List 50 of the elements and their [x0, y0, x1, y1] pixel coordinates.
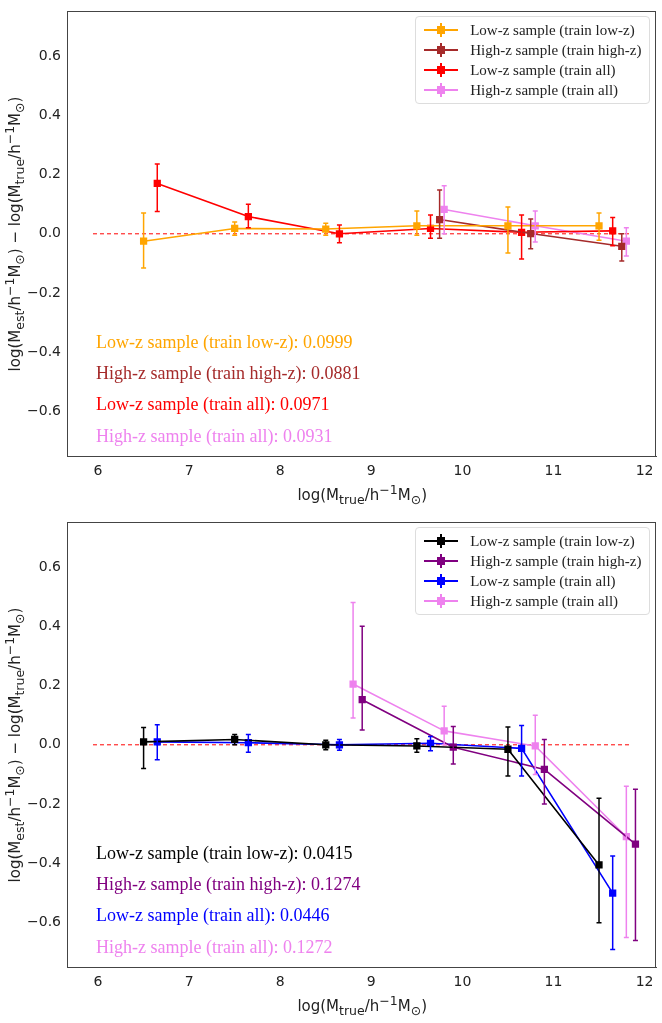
- legend-label: High-z sample (train high-z): [470, 552, 642, 570]
- point: [595, 861, 603, 869]
- x-tick-label: 6: [93, 462, 103, 479]
- annotation: Low-z sample (train low-z): 0.0415: [96, 842, 353, 864]
- point: [531, 742, 539, 750]
- y-tick-label: −0.6: [27, 913, 62, 930]
- annotation: High-z sample (train all): 0.0931: [96, 425, 333, 447]
- x-tick-label: 8: [275, 462, 285, 479]
- x-axis-title: log(M$_{true}$/h$^{−1}$M$_{⊙}$): [297, 482, 427, 507]
- y-tick-label: 0.4: [38, 105, 62, 122]
- y-tick-label: 0.2: [38, 165, 61, 182]
- y-tick-label: 0.0: [38, 735, 61, 752]
- y-tick-label: 0.6: [38, 46, 62, 63]
- y-tick-label: −0.2: [27, 794, 61, 811]
- x-tick-label: 9: [366, 462, 376, 479]
- legend-label: Low-z sample (train all): [470, 572, 616, 590]
- x-axis-title: log(M$_{true}$/h$^{−1}$M$_{⊙}$): [297, 993, 427, 1018]
- legend-label: High-z sample (train all): [470, 81, 619, 99]
- annotation: Low-z sample (train all): 0.0446: [96, 905, 330, 927]
- x-tick-label: 10: [453, 973, 472, 990]
- y-tick-label: 0.4: [38, 616, 62, 633]
- x-tick-label: 7: [184, 973, 194, 990]
- x-tick-label: 10: [453, 462, 472, 479]
- x-tick-label: 7: [184, 462, 194, 479]
- x-tick-label: 6: [93, 973, 103, 990]
- legend-label: Low-z sample (train low-z): [470, 21, 635, 39]
- x-tick-label: 11: [544, 462, 563, 479]
- legend-label: High-z sample (train all): [470, 592, 619, 610]
- x-tick-label: 12: [635, 973, 654, 990]
- annotation: High-z sample (train high-z): 0.1274: [96, 873, 361, 895]
- legend-label: Low-z sample (train all): [470, 61, 616, 79]
- annotation: High-z sample (train high-z): 0.0881: [96, 362, 361, 384]
- legend-label: High-z sample (train high-z): [470, 41, 642, 59]
- annotation: Low-z sample (train all): 0.0971: [96, 394, 330, 416]
- legend-label: Low-z sample (train low-z): [470, 532, 635, 550]
- y-tick-label: −0.4: [27, 343, 62, 360]
- annotation: Low-z sample (train low-z): 0.0999: [96, 331, 353, 353]
- x-tick-label: 8: [275, 973, 285, 990]
- point: [609, 889, 617, 897]
- y-tick-label: −0.2: [27, 283, 61, 300]
- x-tick-label: 9: [366, 973, 376, 990]
- y-tick-label: −0.4: [27, 854, 62, 871]
- point: [349, 680, 357, 688]
- y-tick-label: 0.6: [38, 557, 62, 574]
- y-tick-label: −0.6: [27, 402, 62, 419]
- x-tick-label: 11: [544, 973, 563, 990]
- y-tick-label: 0.0: [38, 224, 61, 241]
- annotation: High-z sample (train all): 0.1272: [96, 936, 333, 958]
- x-tick-label: 12: [635, 462, 654, 479]
- y-tick-label: 0.2: [38, 676, 61, 693]
